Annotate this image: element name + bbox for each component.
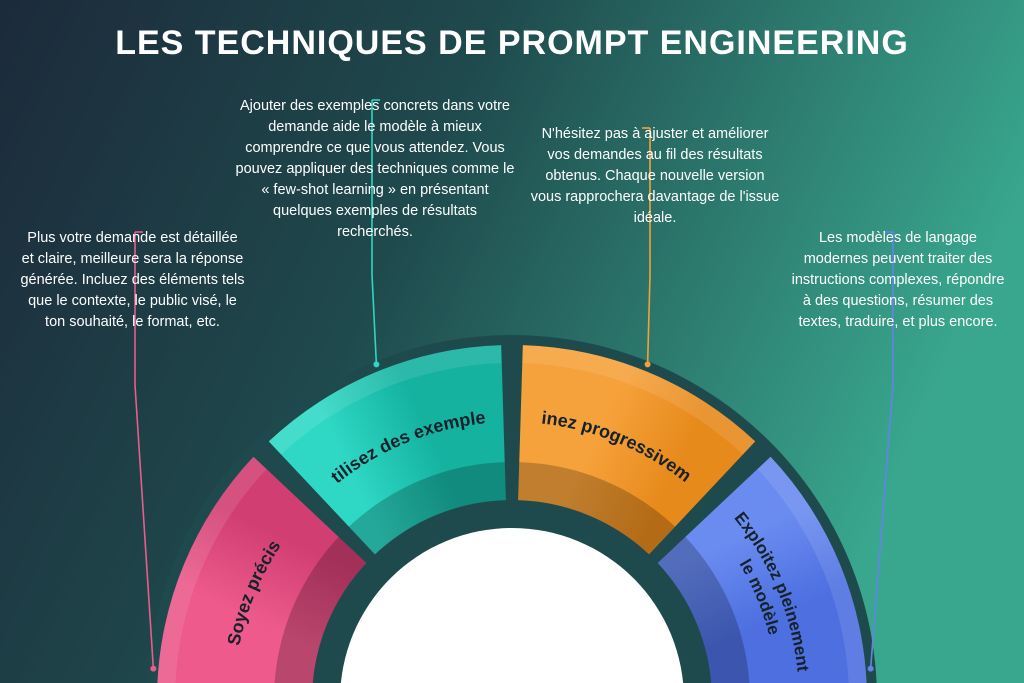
desc-examples: Ajouter des exemples concrets dans votre… [235,96,515,243]
desc-capabilities: Les modèles de langage modernes peuvent … [788,228,1008,333]
desc-iterate: N'hésitez pas à ajuster et améliorer vos… [530,124,780,229]
infographic-stage: Soyez précisUtilisez des exemplesAffinez… [0,0,1024,683]
desc-precise: Plus votre demande est détaillée et clai… [20,228,245,333]
page-title: LES TECHNIQUES DE PROMPT ENGINEERING [0,24,1024,63]
